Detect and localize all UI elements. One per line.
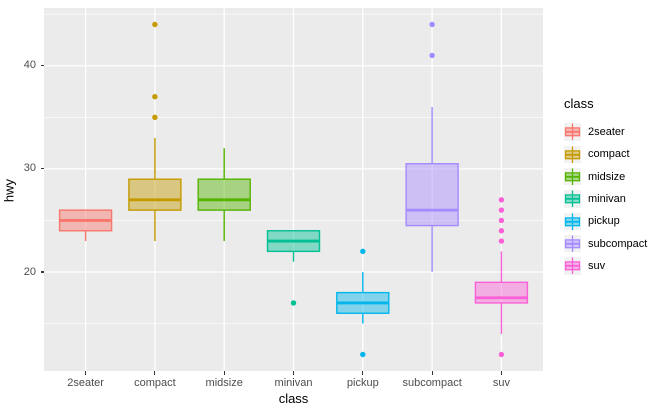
x-tick-label-pickup: pickup — [346, 377, 379, 389]
outlier-point — [360, 248, 366, 255]
box-suv — [474, 197, 529, 358]
outlier-point — [498, 197, 505, 203]
legend-label: midsize — [588, 170, 626, 183]
legend-title: class — [564, 96, 594, 111]
box-minivan — [266, 230, 321, 306]
outlier-point — [498, 228, 505, 234]
x-tick-mark — [431, 371, 433, 375]
outlier-point — [360, 351, 366, 358]
legend-label: suv — [588, 259, 606, 272]
iqr-box — [405, 163, 459, 227]
y-tick-mark — [40, 168, 44, 170]
outlier-point — [498, 217, 505, 224]
legend-key-boxplot-icon — [564, 234, 581, 253]
box-2seater — [58, 209, 113, 242]
iqr-box — [197, 178, 251, 211]
y-tick-mark — [40, 65, 44, 67]
outlier-point — [152, 114, 158, 121]
x-tick-mark — [84, 371, 87, 375]
x-tick-label-2seater: 2seater — [67, 377, 104, 389]
legend-key-boxplot-icon — [564, 167, 581, 186]
x-tick-label-minivan: minivan — [274, 377, 313, 389]
legend-entry-subcompact: subcompact — [564, 232, 647, 254]
legend-entry-minivan: minivan — [564, 188, 647, 210]
legend-entry-compact: compact — [564, 143, 647, 165]
outlier-point — [498, 207, 505, 213]
y-axis-title: hwy — [1, 178, 17, 203]
x-tick-mark — [154, 371, 156, 375]
legend-entries: 2seater compact midsize minivan pickup subcom… — [564, 121, 647, 277]
outlier-point — [429, 52, 435, 59]
legend-label: pickup — [588, 215, 620, 228]
legend-label: subcompact — [588, 237, 648, 250]
x-tick-mark — [362, 371, 364, 375]
box-midsize — [197, 148, 251, 242]
legend-key-boxplot-icon — [564, 212, 581, 231]
outlier-point — [152, 21, 158, 28]
legend-label: compact — [588, 148, 630, 161]
box-pickup — [336, 248, 390, 358]
iqr-box — [474, 281, 529, 304]
x-tick-label-midsize: midsize — [205, 377, 243, 389]
x-tick-label-compact: compact — [134, 377, 176, 389]
outlier-point — [498, 238, 505, 244]
legend-entry-pickup: pickup — [564, 210, 647, 232]
legend-entry-suv: suv — [564, 255, 647, 277]
legend-key-boxplot-icon — [564, 257, 581, 275]
legend-key-boxplot-icon — [564, 190, 581, 208]
outlier-point — [290, 300, 297, 306]
legend-entry-midsize: midsize — [564, 166, 647, 188]
x-tick-mark — [292, 371, 295, 375]
legend-label: minivan — [588, 193, 626, 206]
box-subcompact — [405, 21, 459, 272]
box-compact — [128, 21, 182, 242]
x-tick-label-suv: suv — [492, 377, 510, 389]
legend-key-boxplot-icon — [564, 145, 581, 164]
outlier-point — [498, 351, 505, 358]
legend-entry-2seater: 2seater — [564, 121, 647, 143]
legend: class 2seater compact midsize minivan pickup… — [564, 97, 647, 277]
iqr-box — [128, 178, 182, 211]
x-axis-title: class — [278, 391, 309, 406]
plot-panel — [44, 8, 543, 371]
outlier-point — [152, 93, 158, 100]
x-tick-mark — [500, 371, 502, 375]
y-tick-label: 40 — [23, 59, 36, 72]
x-tick-mark — [223, 371, 225, 375]
plot-area — [44, 8, 543, 371]
y-tick-label: 20 — [23, 265, 36, 278]
y-tick-label: 30 — [23, 162, 36, 175]
legend-key-boxplot-icon — [564, 123, 581, 141]
legend-label: 2seater — [588, 126, 625, 139]
outlier-point — [429, 21, 435, 28]
x-tick-label-subcompact: subcompact — [402, 377, 462, 389]
y-tick-mark — [40, 271, 44, 273]
